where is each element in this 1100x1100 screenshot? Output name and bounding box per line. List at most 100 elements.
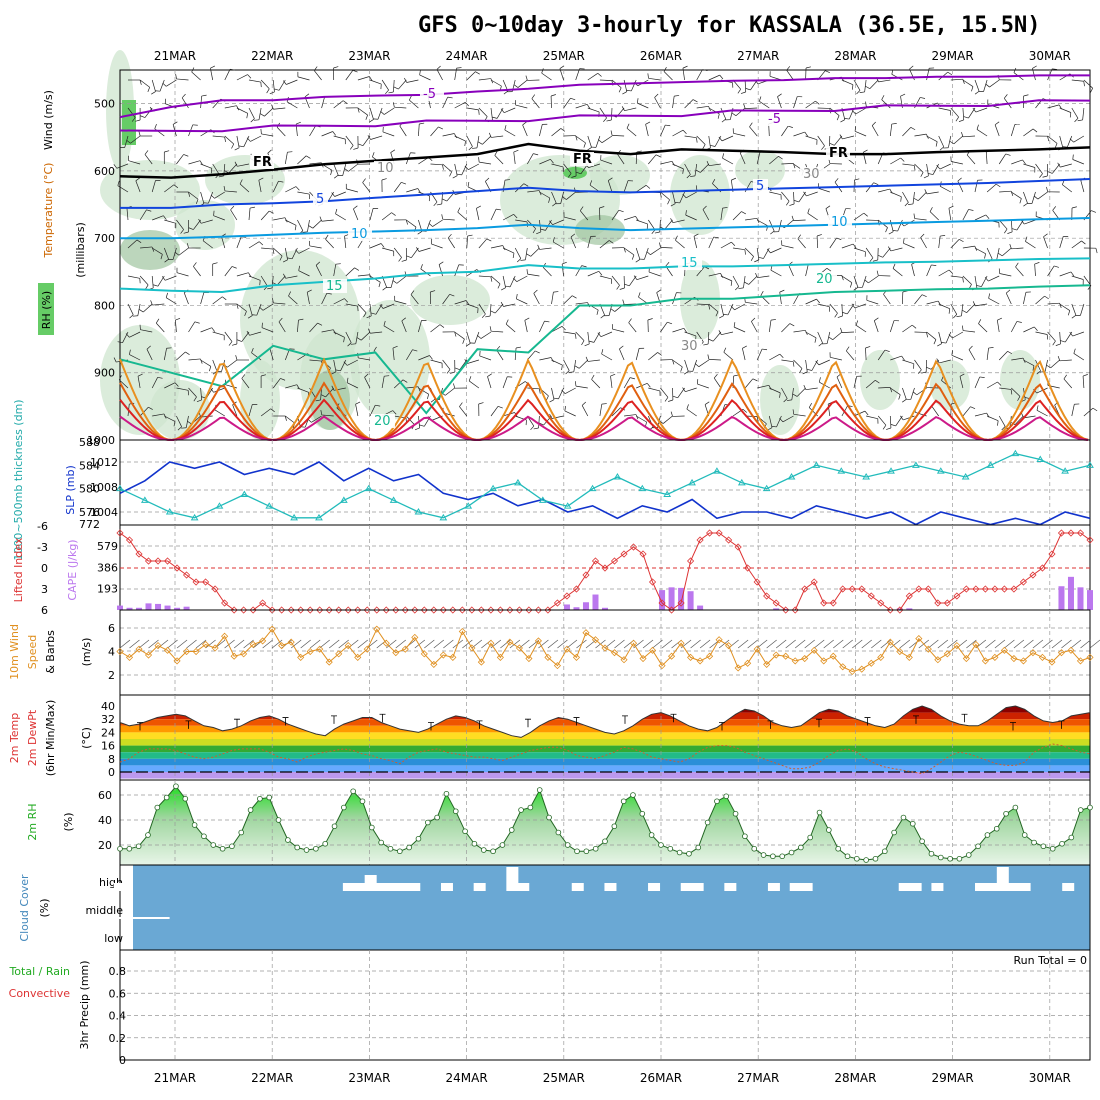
- wind-barb: [1023, 415, 1036, 419]
- wind10-barb: [386, 639, 397, 649]
- wind10-barb: [947, 639, 958, 649]
- rh2m-marker: [723, 793, 730, 800]
- wind-barb: [734, 303, 746, 311]
- lifted-marker: [839, 585, 847, 593]
- wind10-marker: [154, 642, 162, 650]
- wind-barb-flag: [261, 374, 267, 377]
- wind-barb-flag: [766, 248, 771, 254]
- wind-barb: [854, 130, 867, 137]
- wind10-marker: [725, 642, 733, 650]
- wind-barb: [224, 105, 237, 109]
- wind10-marker: [829, 652, 837, 660]
- wind-barb: [781, 359, 794, 363]
- lifted-marker: [487, 606, 495, 614]
- wind-barb-flag: [731, 112, 737, 117]
- cloud-high-bar: [408, 883, 421, 891]
- wind-barb-flag: [186, 243, 189, 249]
- wind-barb-flag: [581, 340, 585, 346]
- rh2m-marker: [406, 844, 412, 851]
- cape-bar: [183, 606, 190, 610]
- wind-barb-flag: [976, 285, 982, 287]
- wind-barb-flag: [804, 131, 808, 137]
- lifted-marker: [534, 606, 542, 614]
- wind-barb-flag: [210, 65, 216, 69]
- wind-barb-flag: [246, 137, 251, 142]
- wind-barb: [817, 331, 823, 344]
- wind-barb-flag: [762, 348, 768, 351]
- lifted-marker: [430, 606, 438, 614]
- wind-barb: [221, 236, 226, 249]
- wind-barb: [517, 79, 528, 88]
- wind-barb-flag: [467, 234, 473, 237]
- wind-barb-flag: [210, 194, 215, 199]
- lifted-marker: [744, 564, 752, 572]
- wind-barb: [454, 331, 465, 340]
- minmax-bar: [185, 720, 192, 729]
- wind-barb-flag: [859, 91, 865, 93]
- wind10-barb: [1023, 639, 1034, 649]
- wind-barb: [539, 158, 551, 165]
- wind-barb: [392, 348, 395, 361]
- wind-barb: [708, 163, 721, 167]
- wind-barb: [853, 212, 865, 221]
- wind-barb-flag: [331, 192, 335, 197]
- wind-barb-flag: [752, 378, 758, 382]
- wind-barb-flag: [433, 201, 438, 207]
- thickness-marker: [315, 513, 323, 521]
- wind-barb-flag: [502, 245, 506, 251]
- wind-barb: [490, 79, 502, 87]
- wind10-marker: [867, 659, 875, 667]
- wind-barb-flag: [667, 321, 673, 325]
- wind-barb-flag: [630, 377, 636, 380]
- wind10-barb: [1070, 639, 1082, 649]
- wind-barb: [551, 292, 554, 305]
- wind-barb-flag: [937, 343, 942, 347]
- pressure-tick: 600: [94, 165, 115, 178]
- wind-barb: [779, 292, 782, 305]
- wind-barb: [272, 181, 279, 193]
- wind-barb-flag: [138, 131, 141, 137]
- contour-label-bg: [828, 215, 852, 229]
- wind-barb: [1072, 331, 1085, 337]
- wind-barb: [623, 247, 635, 256]
- wind-barb: [348, 163, 359, 172]
- rh2m-marker: [275, 817, 282, 823]
- wind-barb-flag: [454, 133, 457, 139]
- wind-barb: [480, 331, 492, 339]
- pressure-tick: 900: [94, 367, 115, 380]
- wind-barb: [200, 163, 212, 169]
- wind-barb: [436, 69, 443, 81]
- wind-barb: [636, 219, 648, 225]
- cloud-high-bar: [353, 883, 366, 891]
- wind-barb-flag: [923, 175, 929, 179]
- wind-barb: [722, 157, 734, 165]
- wind-barb: [1034, 264, 1036, 277]
- contour-label: 5: [756, 179, 764, 194]
- wind-barb-flag: [183, 231, 189, 234]
- wind-barb-flag: [665, 124, 671, 127]
- wind-barb: [672, 129, 684, 137]
- wind-barb: [135, 180, 141, 193]
- wind-barb: [1024, 219, 1036, 225]
- wind-barb-flag: [505, 285, 511, 288]
- wind-barb: [748, 275, 758, 285]
- wind-barb-flag: [717, 113, 720, 119]
- cloud-mid-bar: [135, 917, 148, 919]
- wind-barb: [491, 135, 504, 138]
- rh2m-marker: [331, 823, 338, 830]
- wind-barb: [258, 180, 262, 193]
- wind-barb: [297, 76, 310, 81]
- rh2m-marker: [564, 842, 571, 848]
- wind10-marker: [972, 640, 980, 649]
- minmax-bar: [282, 717, 289, 726]
- wind-barb: [502, 275, 506, 288]
- wind10-marker: [506, 638, 514, 646]
- wind-barb-flag: [181, 93, 186, 99]
- rh2m-marker: [1087, 804, 1093, 811]
- wind-barb-flag: [722, 153, 725, 159]
- wind-barb-flag: [420, 264, 423, 270]
- wind-barb-flag: [223, 185, 226, 192]
- wind-barb: [248, 241, 260, 249]
- wind10-marker: [401, 645, 409, 653]
- wind-barb: [650, 247, 661, 256]
